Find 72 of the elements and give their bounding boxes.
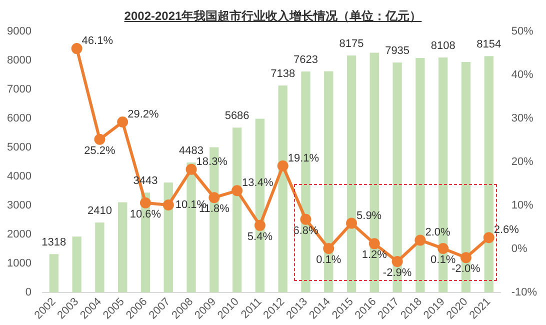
- point: [71, 43, 82, 54]
- data-label: 2.6%: [494, 224, 520, 236]
- data-label: 19.1%: [288, 152, 320, 164]
- data-label: 1.2%: [362, 249, 388, 262]
- bar: [346, 56, 356, 292]
- point: [208, 192, 220, 204]
- data-label: 1318: [42, 236, 66, 249]
- y-tick-label: 2000: [6, 228, 32, 240]
- bar: [49, 254, 58, 292]
- y-tick-label: 8000: [6, 54, 32, 67]
- y-tick-label: 1000: [6, 257, 32, 270]
- point: [438, 242, 449, 254]
- data-label: 5.4%: [247, 230, 273, 243]
- point: [323, 242, 334, 254]
- y-tick-label: 7000: [6, 84, 32, 96]
- data-label: 7138: [270, 68, 296, 80]
- y2-tick-label: 10%: [511, 199, 534, 212]
- data-label: -2.9%: [382, 267, 412, 280]
- point: [346, 218, 358, 229]
- data-label: 4483: [179, 145, 204, 158]
- y2-tick-label: 50%: [511, 26, 534, 38]
- data-label: 29.2%: [128, 108, 160, 121]
- bar: [416, 58, 425, 292]
- point: [414, 234, 426, 246]
- point: [368, 238, 380, 250]
- bar: [118, 202, 128, 292]
- data-label: 7623: [293, 54, 318, 66]
- data-label: 46.1%: [82, 35, 114, 48]
- bar: [95, 222, 104, 292]
- point: [392, 256, 403, 268]
- y-tick-label: 4000: [6, 170, 32, 182]
- data-label: -2.0%: [452, 263, 481, 276]
- point: [300, 214, 312, 225]
- y2-tick-label: -10%: [511, 286, 538, 298]
- point: [460, 252, 472, 264]
- data-label: 25.2%: [84, 144, 116, 157]
- y-tick-label: 3000: [6, 199, 32, 212]
- data-label: 5.9%: [356, 210, 382, 222]
- data-label: 0.1%: [430, 254, 456, 266]
- y2-tick-label: 30%: [511, 112, 534, 125]
- y-tick-label: 5000: [6, 142, 32, 154]
- point: [483, 232, 494, 244]
- data-label: 13.4%: [242, 177, 274, 190]
- point: [254, 220, 266, 231]
- y-tick-label: 6000: [6, 112, 32, 125]
- bar: [72, 236, 82, 292]
- data-label: 8175: [339, 38, 364, 50]
- bar: [232, 128, 242, 292]
- y2-tick-label: 0%: [511, 242, 528, 255]
- data-label: 8154: [476, 38, 502, 51]
- data-label: 10.6%: [130, 208, 162, 220]
- chart-title: 2002-2021年我国超市行业收入增长情况（单位：亿元）: [123, 8, 423, 25]
- point: [140, 197, 151, 208]
- data-label: 18.3%: [196, 156, 228, 168]
- point: [186, 164, 197, 175]
- data-label: 7935: [385, 44, 410, 57]
- point: [232, 185, 243, 196]
- data-label: 8108: [430, 40, 456, 52]
- point: [117, 116, 128, 128]
- data-label: 2410: [87, 205, 112, 218]
- data-label: 0.1%: [316, 254, 342, 266]
- y-tick-label: 9000: [6, 26, 32, 38]
- point: [94, 134, 106, 145]
- bar: [278, 86, 288, 292]
- y-tick-label: 0: [25, 286, 32, 298]
- bar: [484, 56, 494, 292]
- data-label: 5686: [224, 110, 250, 122]
- y2-tick-label: 20%: [511, 156, 534, 168]
- point: [277, 160, 288, 172]
- data-label: 2.0%: [425, 226, 450, 239]
- point: [162, 200, 174, 211]
- y2-tick-label: 40%: [511, 69, 534, 82]
